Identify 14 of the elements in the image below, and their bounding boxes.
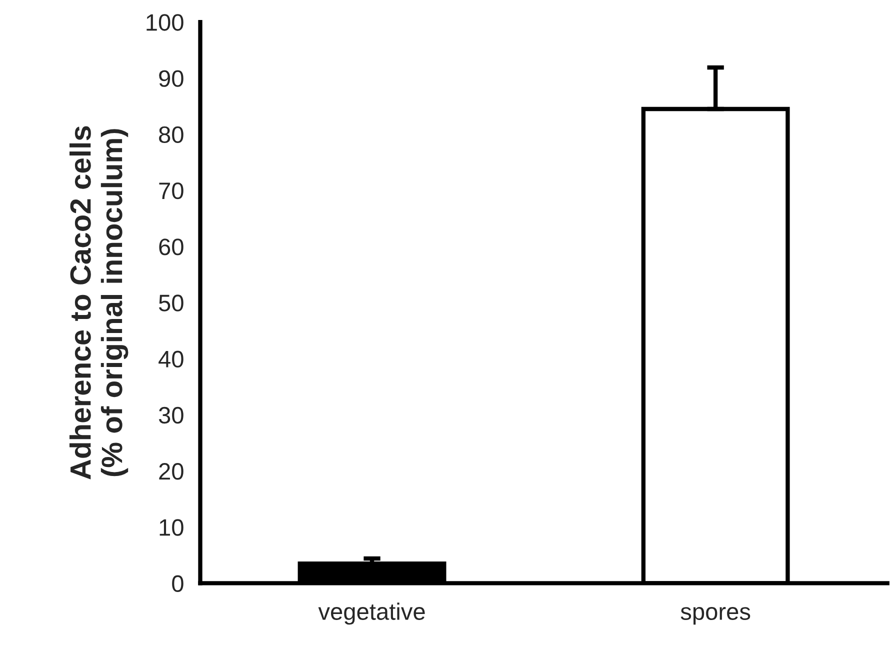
y-tick-label: 0 bbox=[172, 575, 184, 592]
y-tick-label: 20 bbox=[159, 463, 184, 480]
x-tick-label: vegetative bbox=[318, 602, 425, 625]
y-tick-label: 10 bbox=[160, 519, 184, 536]
y-tick-label: 80 bbox=[159, 126, 184, 144]
y-tick-label: 90 bbox=[159, 70, 184, 87]
y-tick-label: 70 bbox=[159, 182, 184, 200]
y-tick-label: 30 bbox=[158, 406, 184, 424]
y-tick-label: 100 bbox=[146, 14, 184, 31]
x-tick-label: spores bbox=[680, 607, 750, 625]
y-tick-label: 40 bbox=[158, 350, 184, 368]
y-tick-label: 50 bbox=[158, 294, 184, 312]
y-axis-title: Adherence to Caco2 cells (% of original innoculum) bbox=[69, 126, 128, 480]
y-tick-label: 60 bbox=[159, 238, 184, 256]
